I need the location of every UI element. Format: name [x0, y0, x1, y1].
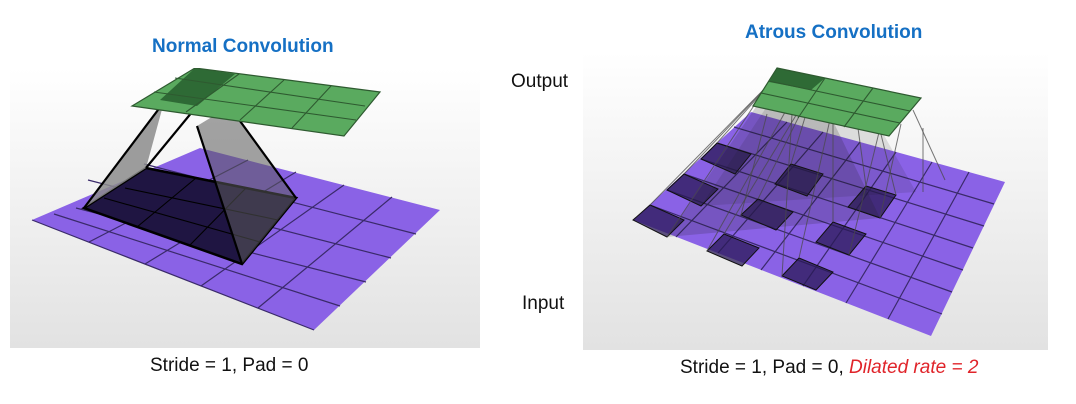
normal-convolution-title: Normal Convolution	[152, 36, 334, 57]
projection-lines	[83, 101, 297, 265]
dilated-rate-text: Dilated rate = 2	[849, 357, 979, 378]
normal-convolution-caption: Stride = 1, Pad = 0	[150, 355, 309, 376]
output-label: Output	[511, 71, 569, 92]
input-label: Input	[522, 293, 565, 314]
output-active-cell	[160, 68, 235, 106]
atrous-convolution-title: Atrous Convolution	[745, 22, 923, 43]
atrous-convolution-caption: Stride = 1, Pad = 0, Dilated rate = 2	[680, 357, 978, 379]
output-grid	[130, 68, 382, 137]
atrous-convolution-diagram	[583, 52, 1048, 350]
dilated-receptive-cells	[632, 142, 897, 291]
output-grid	[752, 67, 923, 137]
normal-convolution-diagram	[10, 68, 480, 348]
caption-params: Stride = 1, Pad = 0,	[680, 357, 849, 378]
